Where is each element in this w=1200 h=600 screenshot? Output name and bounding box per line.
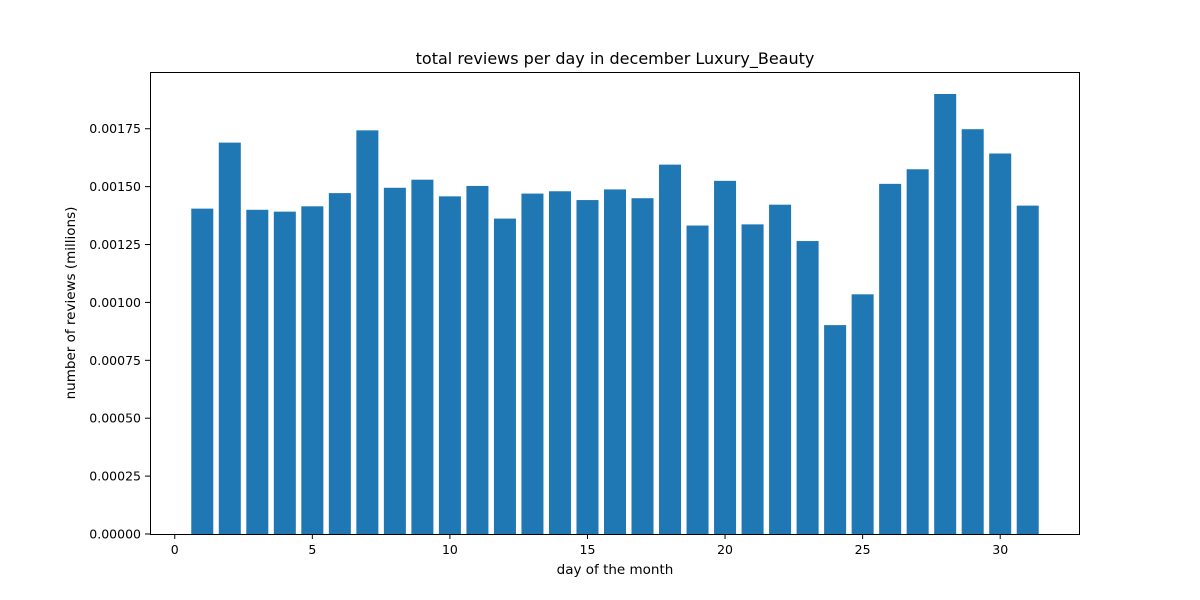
bars-group xyxy=(191,94,1039,535)
bar-day-12 xyxy=(493,218,516,534)
bar-day-9 xyxy=(411,179,434,534)
bar-day-23 xyxy=(796,241,819,535)
bar-day-6 xyxy=(328,193,351,534)
x-tick-label: 25 xyxy=(855,542,871,557)
bar-day-27 xyxy=(906,169,929,534)
y-tick-label: 0.00100 xyxy=(89,295,141,310)
bar-day-20 xyxy=(714,180,737,534)
bar-day-24 xyxy=(824,325,847,534)
bar-day-13 xyxy=(521,193,544,534)
y-tick-label: 0.00175 xyxy=(89,121,141,136)
bar-day-25 xyxy=(851,294,874,534)
x-tick-label: 0 xyxy=(171,542,179,557)
chart-title: total reviews per day in december Luxury… xyxy=(416,49,815,69)
x-tick-label: 20 xyxy=(717,542,733,557)
y-tick-label: 0.00125 xyxy=(89,237,141,252)
bar-day-11 xyxy=(466,185,489,535)
y-tick-label: 0.00150 xyxy=(89,179,141,194)
plot-frame xyxy=(150,72,1080,535)
bar-day-16 xyxy=(603,189,627,534)
bar-day-29 xyxy=(961,129,984,534)
x-tick-label: 5 xyxy=(308,542,316,557)
bar-day-5 xyxy=(301,206,324,534)
bar-day-3 xyxy=(246,209,269,534)
bar-day-26 xyxy=(879,183,902,534)
bar-day-8 xyxy=(383,187,406,534)
x-tick-label: 10 xyxy=(442,542,458,557)
bar-day-22 xyxy=(769,204,792,534)
x-axis-label: day of the month xyxy=(557,562,674,578)
y-axis-label: number of reviews (millions) xyxy=(63,207,79,400)
y-tick-label: 0.00075 xyxy=(89,353,141,368)
bar-day-4 xyxy=(273,211,296,535)
y-tick-label: 0.00000 xyxy=(89,527,141,542)
bar-day-21 xyxy=(741,224,764,534)
y-tick-label: 0.00050 xyxy=(89,411,141,426)
bar-day-18 xyxy=(659,164,682,534)
bar-day-10 xyxy=(438,196,461,534)
bar-day-28 xyxy=(934,94,957,534)
x-tick-label: 15 xyxy=(580,542,596,557)
bar-day-15 xyxy=(576,200,599,534)
bar-day-19 xyxy=(686,225,709,534)
bar-day-2 xyxy=(218,142,241,534)
bar-day-31 xyxy=(1016,205,1039,535)
bar-day-17 xyxy=(631,198,654,535)
bar-day-7 xyxy=(356,130,379,534)
bar-day-30 xyxy=(989,153,1012,534)
y-axis-ticks: 0.00000 0.00025 0.00050 0.00075 0.00100 0.001… xyxy=(89,121,150,542)
y-tick-label: 0.00025 xyxy=(89,469,141,484)
x-axis-ticks: 0 5 10 15 20 25 30 xyxy=(171,534,1008,557)
bar-day-1 xyxy=(191,208,214,534)
bar-day-14 xyxy=(548,191,571,534)
x-tick-label: 30 xyxy=(992,542,1008,557)
